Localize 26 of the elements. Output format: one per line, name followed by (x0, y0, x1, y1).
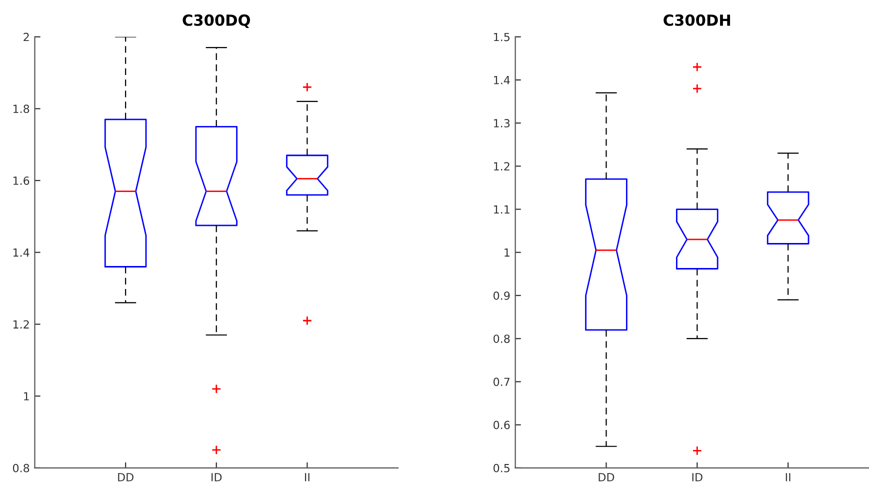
y-tick-label: 1.5 (494, 32, 510, 42)
x-tick-label: DD (118, 473, 134, 482)
y-tick-label: 1.8 (13, 104, 30, 114)
y-tick-label: 0.5 (494, 464, 510, 472)
x-tick-label: II (786, 473, 790, 482)
y-tick-label: 1.2 (494, 162, 510, 170)
y-tick-label: 1.4 (13, 248, 30, 257)
y-tick-label: 1.6 (13, 176, 30, 185)
y-tick-label: 1.4 (494, 76, 510, 84)
y-tick-label: 0.8 (12, 464, 30, 472)
y-tick-label: 2 (24, 32, 29, 42)
y-tick-label: 1.3 (494, 119, 510, 128)
x-tick-label: ID (212, 473, 222, 482)
y-tick-label: 1.2 (13, 320, 29, 328)
y-tick-label: 0.8 (494, 334, 510, 343)
y-tick-label: 0.6 (494, 420, 510, 430)
x-tick-label: DD (598, 473, 614, 482)
y-tick-label: 1 (24, 392, 29, 400)
chart-title: C300DH (664, 14, 730, 26)
y-tick-label: 1 (504, 248, 510, 257)
x-tick-label: II (305, 473, 310, 482)
y-tick-label: 0.7 (494, 378, 510, 386)
chart-title: C300DQ (182, 14, 250, 28)
y-tick-label: 1.1 (494, 205, 510, 214)
x-tick-label: ID (692, 473, 702, 482)
y-tick-label: 0.9 (494, 291, 510, 300)
